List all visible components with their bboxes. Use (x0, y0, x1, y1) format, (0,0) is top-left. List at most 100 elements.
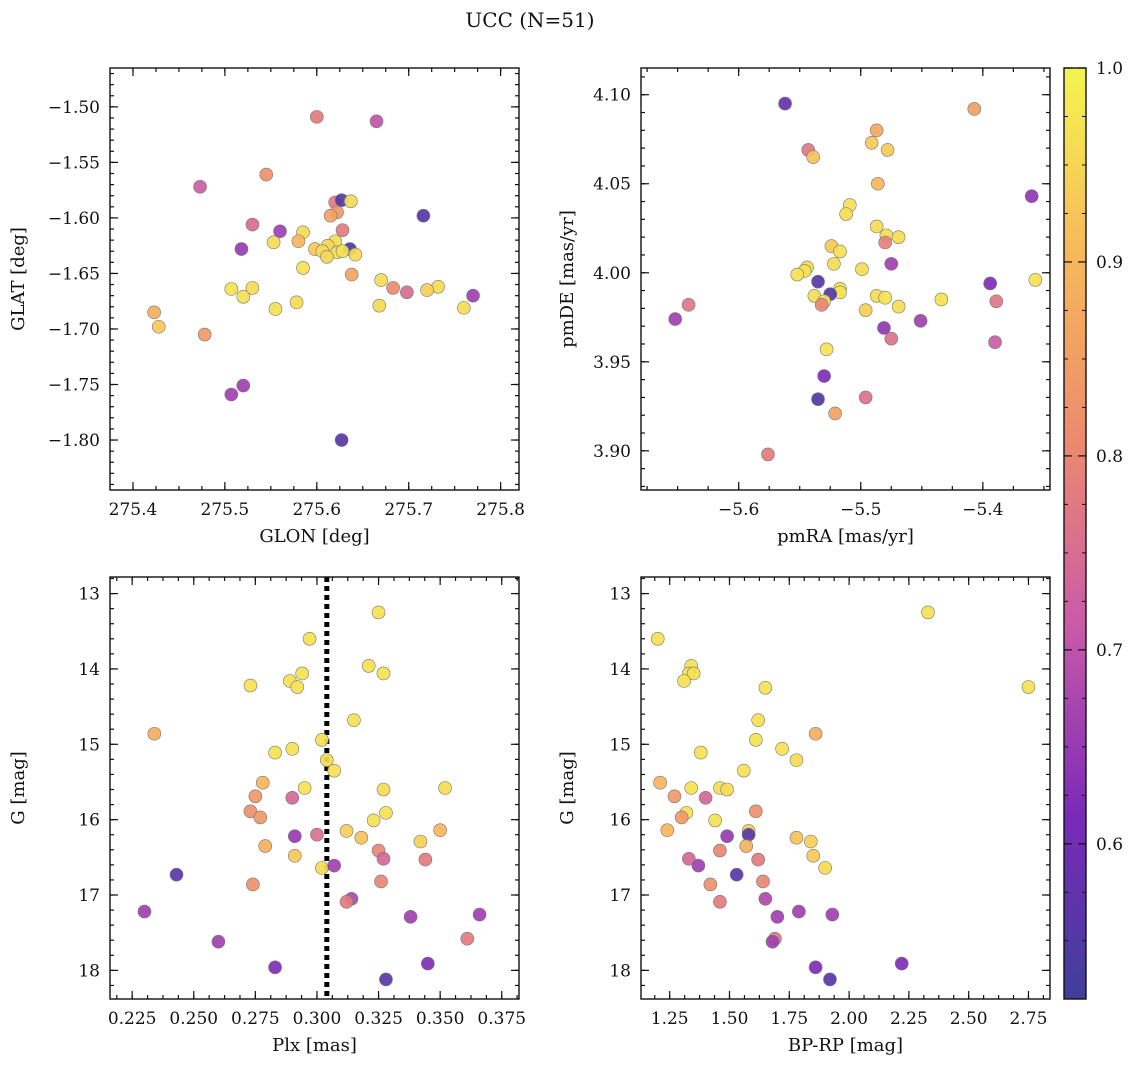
data-point (433, 823, 447, 838)
data-point (224, 387, 239, 402)
data-point (421, 956, 435, 971)
data-point (344, 194, 358, 209)
y-tick-label: 16 (609, 811, 631, 831)
data-point (789, 830, 804, 845)
data-point (761, 447, 775, 462)
data-point (296, 261, 310, 275)
axes-frame (109, 576, 520, 1000)
data-point (827, 257, 841, 271)
y-tick-label: −1.80 (48, 431, 100, 451)
data-point (197, 327, 212, 342)
data-point (804, 834, 818, 849)
data-point (258, 839, 273, 853)
data-point (268, 302, 283, 316)
data-point (295, 666, 309, 681)
data-point (677, 674, 691, 688)
colorbar-gradient (1063, 67, 1087, 1000)
data-point (335, 223, 350, 237)
y-axis-label: GLAT [deg] (8, 227, 29, 331)
data-point (266, 235, 281, 250)
data-point (376, 782, 391, 797)
data-point (855, 262, 869, 277)
data-point (884, 331, 899, 346)
data-point (808, 726, 823, 741)
y-tick-label: −1.75 (48, 376, 100, 396)
data-point (765, 934, 780, 949)
data-point (273, 224, 287, 239)
data-point (819, 342, 834, 357)
data-point (667, 789, 682, 804)
data-point (137, 904, 152, 919)
data-point (814, 298, 829, 312)
data-point (315, 732, 329, 747)
data-point (268, 960, 282, 975)
y-tick-label: −1.70 (48, 320, 100, 340)
x-tick-label: 1.75 (770, 1009, 808, 1029)
panel-2: −5.6 −5.5 −5.4 3.90 3.95 4.00 4.05 4.10 pmRA [ma… (557, 67, 1051, 547)
y-axis-label: G [mag] (557, 751, 578, 824)
data-point (243, 678, 258, 693)
x-tick-label: 0.375 (477, 1009, 526, 1029)
colorbar-tick-label: 1.0 (1096, 59, 1123, 79)
data-point (686, 666, 701, 681)
data-point (758, 680, 773, 695)
y-tick-label: −1.60 (48, 209, 100, 229)
data-point (323, 208, 338, 223)
data-point (988, 335, 1002, 350)
data-point (871, 176, 885, 191)
data-point (371, 605, 386, 620)
x-tick-label: −5.6 (718, 500, 759, 520)
y-tick-label: 17 (609, 886, 631, 906)
data-points (650, 605, 1036, 987)
y-axis-label: pmDE [mas/yr] (557, 210, 578, 348)
data-point (236, 378, 251, 393)
x-tick-label: 275.4 (109, 500, 158, 520)
data-point (811, 392, 825, 406)
data-point (864, 135, 879, 150)
data-points (668, 96, 1043, 462)
y-tick-label: 14 (78, 660, 100, 680)
panel-3: 0.225 0.250 0.275 0.300 0.325 0.350 0.375 13 14 1… (8, 576, 526, 1056)
data-point (684, 781, 699, 795)
colorbar: 0.6 0.7 0.8 0.9 1.0 (1063, 59, 1123, 1000)
data-point (224, 282, 239, 296)
y-tick-label: 13 (609, 585, 631, 605)
axis-ticks (641, 68, 1050, 490)
data-point (729, 867, 744, 882)
data-point (379, 972, 393, 987)
x-tick-label: 1.50 (711, 1009, 749, 1029)
data-point (913, 314, 928, 328)
y-tick-label: −1.50 (48, 98, 100, 118)
data-point (1028, 273, 1043, 287)
data-point (374, 874, 388, 889)
y-tick-label: −1.55 (48, 153, 100, 173)
data-point (366, 813, 381, 828)
data-point (361, 659, 376, 673)
y-tick-label: 15 (609, 735, 631, 755)
data-point (344, 267, 359, 282)
data-point (806, 849, 821, 863)
data-point (869, 219, 884, 234)
data-point (285, 742, 300, 756)
x-tick-label: 275.5 (201, 500, 250, 520)
data-point (327, 858, 342, 873)
data-point (315, 861, 329, 875)
y-tick-label: 3.90 (593, 442, 631, 462)
data-point (334, 433, 349, 447)
data-point (703, 877, 718, 892)
data-point (681, 298, 696, 312)
data-point (259, 167, 274, 182)
axis-ticks (641, 577, 1050, 999)
y-tick-label: −1.65 (48, 264, 100, 284)
data-point (720, 782, 734, 797)
data-point (1024, 189, 1039, 204)
y-tick-label: 13 (78, 585, 100, 605)
x-tick-label: 275.6 (292, 500, 341, 520)
data-point (989, 294, 1004, 309)
data-point (347, 713, 361, 727)
data-point (934, 292, 949, 307)
data-point (775, 742, 789, 756)
x-tick-label: 275.7 (384, 500, 433, 520)
y-tick-label: 17 (78, 886, 100, 906)
y-tick-label: 4.05 (593, 175, 631, 195)
